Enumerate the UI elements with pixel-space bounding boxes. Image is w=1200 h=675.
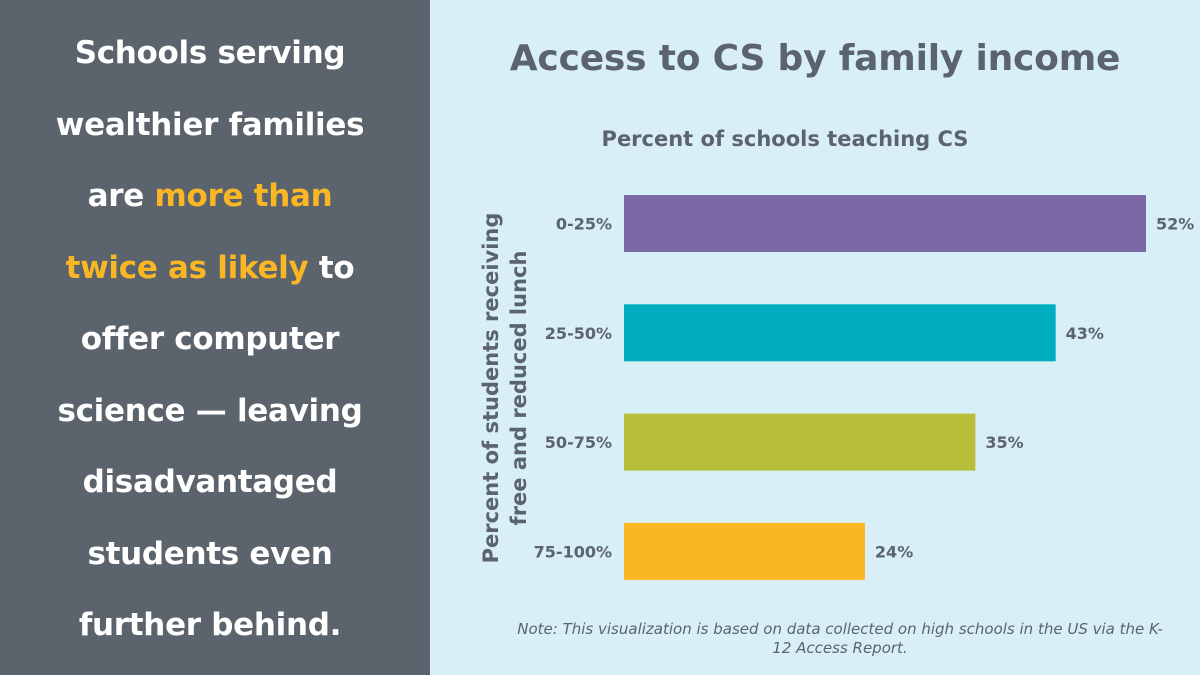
headline-message: Schools serving wealthier families are mor… (0, 18, 420, 662)
bar-75-100% (624, 522, 865, 580)
headline-highlight: more than (154, 178, 333, 214)
bar-50-75% (624, 413, 976, 471)
headline-line: twice as likely to (0, 233, 420, 305)
headline-line: wealthier families (0, 90, 420, 162)
headline-text: offer computer (80, 321, 340, 357)
chart-subtitle: Percent of schools teaching CS (601, 127, 969, 151)
headline-text: further behind. (78, 607, 342, 643)
headline-text: science — leaving (57, 392, 363, 429)
headline-highlight: twice as likely (65, 249, 309, 286)
bar-0-25% (624, 195, 1146, 252)
value-label: 24% (875, 542, 913, 561)
headline-line: disadvantaged (0, 447, 420, 519)
headline-text: students even (87, 535, 333, 572)
headline-text: wealthier families (55, 106, 365, 143)
bar-25-50% (624, 304, 1056, 362)
headline-line: offer computer (0, 304, 420, 376)
headline-text: disadvantaged (82, 464, 338, 500)
category-label: 25-50% (545, 324, 612, 343)
category-label: 75-100% (534, 542, 612, 561)
chart-title: Access to CS by family income (509, 38, 1121, 79)
headline-line: science — leaving (0, 376, 420, 448)
value-label: 52% (1156, 215, 1194, 234)
category-label: 0-25% (556, 215, 612, 234)
headline-line: students even (0, 519, 420, 591)
headline-line: are more than (0, 161, 420, 233)
left-panel: Schools serving wealthier families are mor… (0, 0, 430, 675)
right-panel: Access to CS by family income Percent of… (430, 0, 1200, 675)
value-label: 35% (985, 433, 1023, 452)
headline-text: to (308, 249, 355, 286)
source-note: Note: This visualization is based on dat… (517, 620, 1163, 657)
value-label: 43% (1066, 324, 1104, 343)
category-label: 50-75% (545, 433, 612, 452)
headline-text: are (87, 178, 155, 214)
headline-line: further behind. (0, 590, 420, 662)
headline-text: Schools serving (74, 35, 346, 71)
headline-line: Schools serving (0, 18, 420, 90)
